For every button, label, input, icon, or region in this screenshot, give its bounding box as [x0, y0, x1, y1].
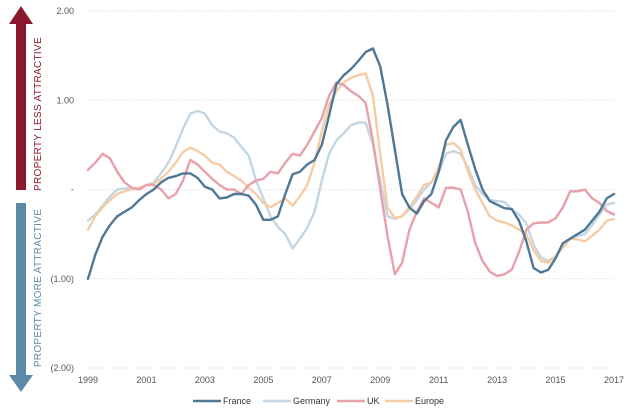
series-line-uk: [86, 81, 616, 278]
y-tick-label: (1.00): [50, 274, 74, 284]
series-line-europe: [86, 72, 616, 264]
x-tick-label: 2015: [546, 375, 566, 385]
less-attractive-arrow-head: [9, 6, 33, 24]
x-tick-label: 2005: [253, 375, 273, 385]
y-tick-label: 1.00: [56, 95, 74, 105]
gridlines: [88, 10, 614, 369]
y-tick-label: -: [71, 185, 74, 195]
more-attractive-arrow-head: [9, 375, 33, 392]
x-axis: 1999 2001 2003 2005 2007 2009 2011 2013 2015 2017: [78, 375, 624, 385]
y-tick-label: 2.00: [56, 6, 74, 16]
legend: France Germany UK Europe: [193, 396, 444, 406]
more-attractive-arrow-shaft: [16, 203, 26, 375]
x-tick-label: 2011: [429, 375, 448, 385]
y-tick-label: (2.00): [50, 363, 74, 373]
x-tick-label: 2001: [136, 375, 156, 385]
legend-label-europe: Europe: [415, 396, 444, 406]
legend-label-france: France: [223, 396, 251, 406]
x-tick-label: 1999: [78, 375, 98, 385]
x-tick-label: 2017: [604, 375, 624, 385]
x-tick-label: 2009: [370, 375, 390, 385]
series-lines: [86, 47, 616, 280]
less-attractive-arrow: PROPERTY LESS ATTRACTIVE: [9, 6, 44, 191]
series-line-germany: [86, 109, 616, 263]
series-line-france: [86, 47, 616, 280]
more-attractive-arrow: PROPERTY MORE ATTRACTIVE: [9, 203, 44, 392]
y-axis: 2.00 1.00 - (1.00) (2.00): [50, 6, 74, 373]
legend-label-germany: Germany: [293, 396, 331, 406]
x-tick-label: 2007: [312, 375, 332, 385]
more-attractive-label: PROPERTY MORE ATTRACTIVE: [33, 209, 44, 367]
less-attractive-label: PROPERTY LESS ATTRACTIVE: [33, 37, 44, 191]
legend-label-uk: UK: [367, 396, 380, 406]
x-tick-label: 2013: [487, 375, 507, 385]
x-tick-label: 2003: [195, 375, 215, 385]
less-attractive-arrow-shaft: [16, 24, 26, 190]
